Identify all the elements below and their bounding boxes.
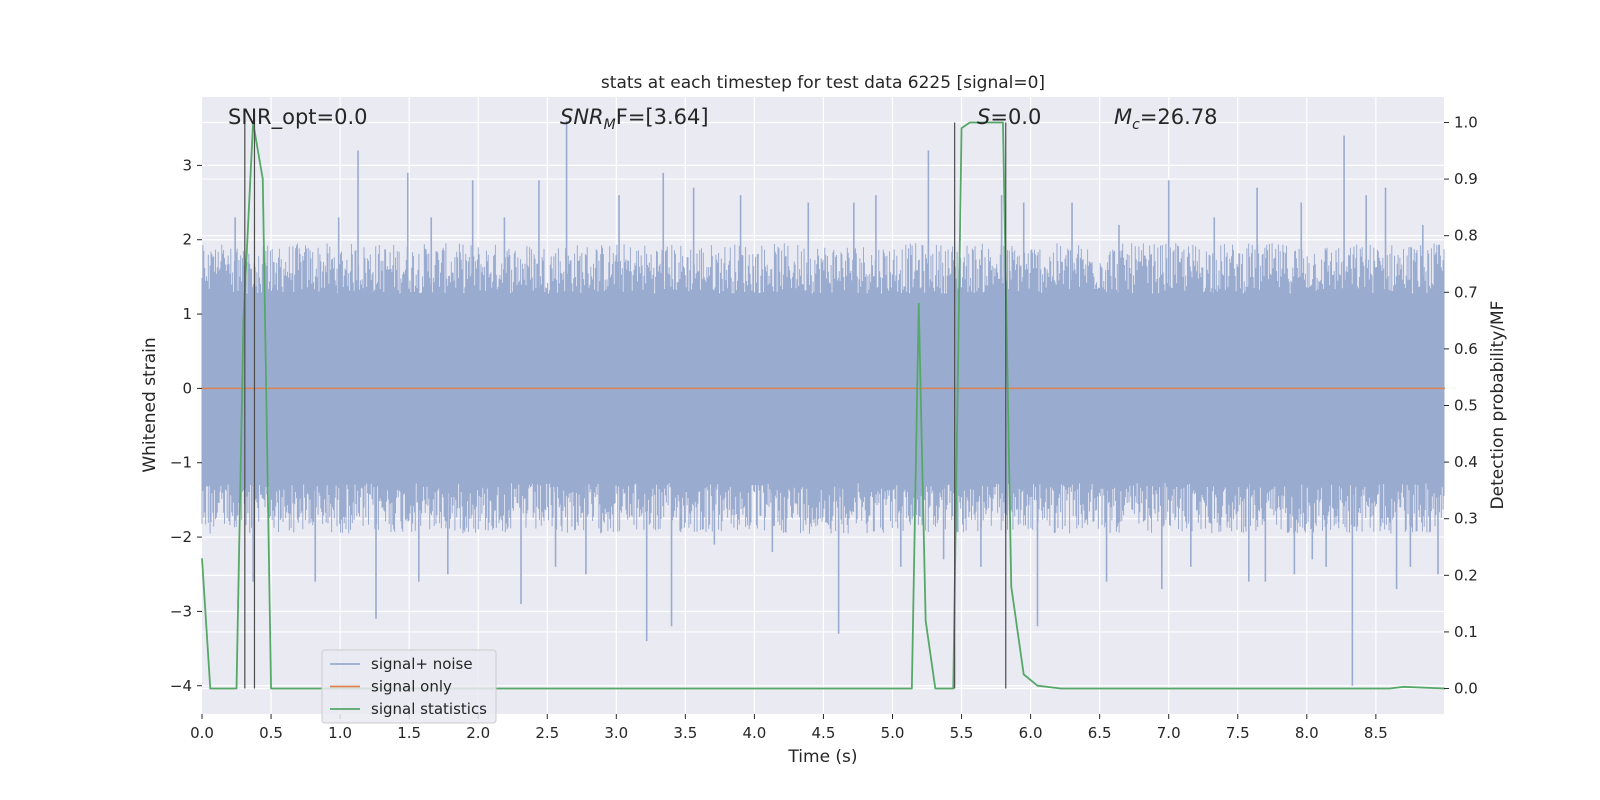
x-tick-label: 1.5 bbox=[397, 724, 421, 742]
annotation-mc-main: M bbox=[1114, 105, 1132, 129]
y-left-tick-label: 3 bbox=[182, 156, 192, 174]
annotation-snr-mf-sub: M bbox=[604, 117, 616, 133]
x-tick-label: 2.5 bbox=[535, 724, 559, 742]
x-tick-label: 6.0 bbox=[1019, 724, 1043, 742]
x-tick-label: 8.5 bbox=[1364, 724, 1388, 742]
legend-box bbox=[321, 649, 497, 724]
x-axis: 0.0 0.5 1.0 1.5 2.0 2.5 3.0 3.5 4.0 4.5 5.0 5.5 6.0 6… bbox=[190, 714, 1388, 742]
x-tick-label: 7.5 bbox=[1226, 724, 1250, 742]
y-left-tick-label: 0 bbox=[182, 379, 192, 397]
annotation-s: S=0.0 bbox=[977, 105, 1041, 129]
y-left-tick-label: −2 bbox=[170, 528, 192, 546]
y-left-tick-label: 1 bbox=[182, 305, 192, 323]
x-tick-label: 7.0 bbox=[1157, 724, 1181, 742]
x-tick-label: 3.5 bbox=[673, 724, 697, 742]
y-right-tick-label: 1.0 bbox=[1454, 113, 1478, 131]
y-left-tick-label: −3 bbox=[170, 602, 192, 620]
annotations: SNR_opt=0.0 SNRMF=[3.64] S=0.0 Mc=26.78 bbox=[228, 105, 1218, 133]
y-right-tick-label: 0.4 bbox=[1454, 453, 1478, 471]
chart-title: stats at each timestep for test data 622… bbox=[601, 73, 1045, 93]
x-tick-label: 4.5 bbox=[812, 724, 836, 742]
y-right-tick-label: 0.8 bbox=[1454, 227, 1478, 245]
annotation-mc-rest: =26.78 bbox=[1140, 105, 1218, 129]
y-left-tick-label: 2 bbox=[182, 231, 192, 249]
y-axis-right: 0.0 0.1 0.2 0.3 0.4 0.5 0.6 0.7 0.8 0.9 1.0 bbox=[1444, 113, 1478, 698]
legend-label: signal+ noise bbox=[371, 655, 473, 673]
annotation-snr-mf-main: SNR bbox=[560, 105, 604, 129]
x-tick-label: 3.0 bbox=[604, 724, 628, 742]
legend-label: signal statistics bbox=[371, 700, 487, 718]
annotation-s-rest: =0.0 bbox=[990, 105, 1041, 129]
y-axis-left-label: Whitened strain bbox=[140, 337, 160, 472]
x-tick-label: 4.0 bbox=[742, 724, 766, 742]
x-tick-label: 0.5 bbox=[259, 724, 283, 742]
annotation-mc: Mc=26.78 bbox=[1114, 105, 1218, 133]
legend-label: signal only bbox=[371, 678, 452, 696]
series-signal-noise bbox=[201, 120, 1445, 686]
y-right-tick-label: 0.0 bbox=[1454, 680, 1478, 698]
y-left-tick-label: −1 bbox=[170, 454, 192, 472]
y-right-tick-label: 0.1 bbox=[1454, 623, 1478, 641]
y-axis-left: −4 −3 −2 −1 0 1 2 3 bbox=[170, 156, 202, 695]
y-left-tick-label: −4 bbox=[170, 677, 192, 695]
y-right-tick-label: 0.7 bbox=[1454, 283, 1478, 301]
y-right-tick-label: 0.9 bbox=[1454, 170, 1478, 188]
legend: signal+ noise signal only signal statistic… bbox=[321, 649, 497, 724]
y-right-tick-label: 0.6 bbox=[1454, 340, 1478, 358]
x-tick-label: 1.0 bbox=[328, 724, 352, 742]
annotation-s-main: S bbox=[977, 105, 990, 129]
y-right-tick-label: 0.2 bbox=[1454, 566, 1478, 584]
noise-band bbox=[201, 243, 1445, 534]
annotation-snr-mf: SNRMF=[3.64] bbox=[560, 105, 709, 133]
x-tick-label: 8.0 bbox=[1295, 724, 1319, 742]
y-right-tick-label: 0.5 bbox=[1454, 397, 1478, 415]
annotation-snr-opt: SNR_opt=0.0 bbox=[228, 105, 368, 130]
x-tick-label: 5.5 bbox=[950, 724, 974, 742]
x-tick-label: 5.0 bbox=[881, 724, 905, 742]
x-tick-label: 6.5 bbox=[1088, 724, 1112, 742]
annotation-snr-mf-rest: F=[3.64] bbox=[616, 105, 709, 129]
x-axis-label: Time (s) bbox=[787, 747, 857, 767]
vertical-markers bbox=[244, 111, 1007, 689]
y-axis-right-label: Detection probability/MF bbox=[1488, 301, 1508, 510]
x-tick-label: 0.0 bbox=[190, 724, 214, 742]
y-right-tick-label: 0.3 bbox=[1454, 510, 1478, 528]
x-tick-label: 2.0 bbox=[466, 724, 490, 742]
annotation-mc-sub: c bbox=[1132, 117, 1140, 133]
